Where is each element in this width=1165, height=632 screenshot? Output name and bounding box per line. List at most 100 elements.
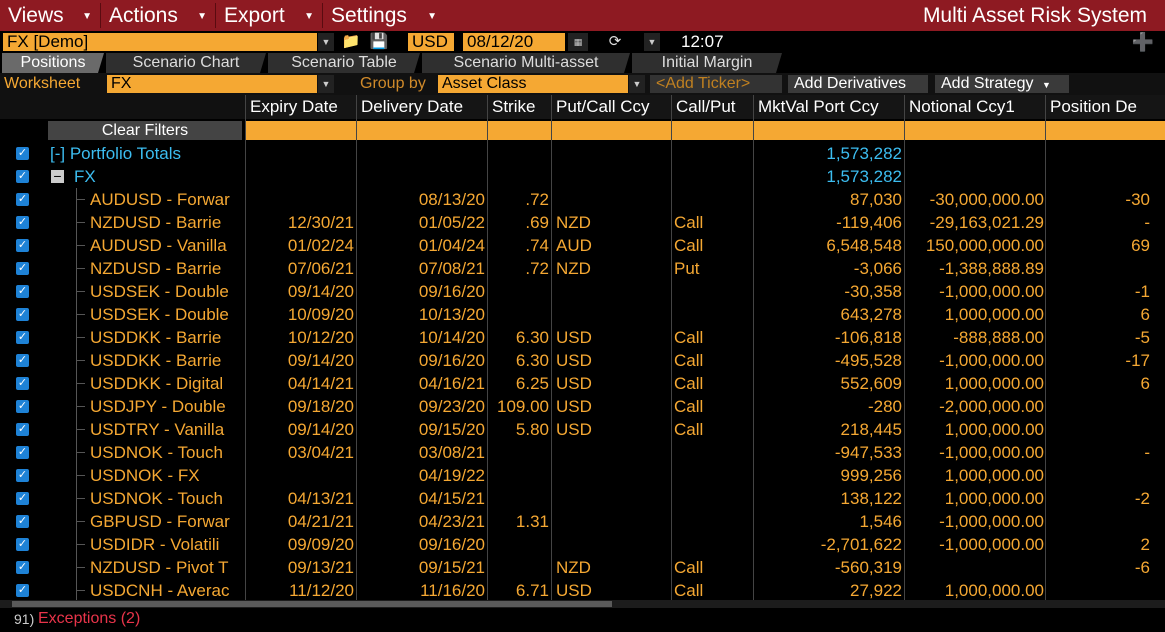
chevron-down-icon[interactable]: ▼ — [318, 33, 334, 51]
table-row[interactable]: ✓ USDDKK - Barrie 09/14/20 09/16/20 6.30 USD C… — [0, 349, 1165, 372]
tree-line — [76, 395, 87, 418]
strike-cell — [488, 556, 549, 579]
checkbox-icon[interactable]: ✓ — [16, 423, 29, 436]
checkbox-icon[interactable]: ✓ — [16, 515, 29, 528]
filter-put-call-ccy[interactable] — [552, 121, 671, 140]
checkbox-icon[interactable]: ✓ — [16, 216, 29, 229]
notional-cell — [905, 556, 1044, 579]
delivery-date-cell: 09/16/20 — [418, 282, 485, 301]
exceptions-link[interactable]: Exceptions (2) — [38, 610, 141, 627]
tab-initial-margin[interactable]: Initial Margin — [632, 53, 782, 73]
table-row[interactable]: ✓ USDNOK - Touch 04/13/21 04/15/21 138,122 1,… — [0, 487, 1165, 510]
checkbox-icon[interactable]: ✓ — [16, 446, 29, 459]
add-strategy-button[interactable]: Add Strategy ▼ — [935, 75, 1069, 93]
table-row[interactable]: ✓ USDNOK - Touch 03/04/21 03/08/21 -947,533 -… — [0, 441, 1165, 464]
group-row-fx[interactable]: ✓ − FX 1,573,282 — [0, 165, 1165, 188]
table-row[interactable]: ✓ NZDUSD - Barrie 07/06/21 07/08/21 .72 NZD Pu… — [0, 257, 1165, 280]
table-row[interactable]: ✓ USDSEK - Double 09/14/20 09/16/20 -30,358 -… — [0, 280, 1165, 303]
filter-position-delta[interactable] — [1046, 121, 1165, 140]
col-call-put[interactable]: Call/Put — [672, 95, 753, 119]
table-row[interactable]: ✓ USDDKK - Barrie 10/12/20 10/14/20 6.30 USD C… — [0, 326, 1165, 349]
strike-cell — [488, 487, 549, 510]
currency-select[interactable]: USD — [408, 33, 454, 51]
col-delivery-date[interactable]: Delivery Date — [357, 95, 487, 119]
table-row[interactable]: ✓ USDCNH - Averac 11/12/20 11/16/20 6.71 USD C… — [0, 579, 1165, 600]
instrument-name-cell: USDSEK - Double — [90, 282, 229, 301]
table-row[interactable]: ✓ AUDUSD - Vanilla 01/02/24 01/04/24 .74 AUD C… — [0, 234, 1165, 257]
export-menu[interactable]: Export ▼ — [216, 0, 322, 31]
col-strike[interactable]: Strike — [488, 95, 551, 119]
worksheet-select[interactable]: FX — [107, 75, 317, 93]
folder-icon[interactable]: 📁 — [341, 33, 361, 50]
table-row[interactable]: ✓ GBPUSD - Forwar 04/21/21 04/23/21 1.31 1,54… — [0, 510, 1165, 533]
table-row[interactable]: ✓ USDIDR - Volatili 09/09/20 09/16/20 -2,701… — [0, 533, 1165, 556]
scrollbar-thumb[interactable] — [12, 601, 612, 607]
tab-scenario-chart[interactable]: Scenario Chart — [106, 53, 266, 73]
filter-strike[interactable] — [488, 121, 551, 140]
filter-mktval[interactable] — [754, 121, 904, 140]
table-row[interactable]: ✓ USDJPY - Double 09/18/20 09/23/20 109.00 US… — [0, 395, 1165, 418]
filter-call-put[interactable] — [672, 121, 753, 140]
checkbox-icon[interactable]: ✓ — [16, 400, 29, 413]
tab-positions[interactable]: Positions — [2, 53, 104, 73]
settings-menu[interactable]: Settings ▼ — [323, 0, 445, 31]
col-position-delta[interactable]: Position De — [1046, 95, 1165, 119]
position-delta-cell: -2 — [1134, 489, 1150, 508]
filter-expiry-date[interactable] — [246, 121, 356, 140]
actions-menu[interactable]: Actions ▼ — [101, 0, 215, 31]
call-put-cell — [674, 441, 753, 464]
portfolio-select[interactable]: FX [Demo] — [3, 33, 317, 51]
checkbox-icon[interactable]: ✓ — [16, 354, 29, 367]
tree-branch — [77, 429, 85, 430]
col-put-call-ccy[interactable]: Put/Call Ccy — [552, 95, 671, 119]
horizontal-scrollbar[interactable] — [0, 600, 1165, 608]
table-row[interactable]: ✓ USDSEK - Double 10/09/20 10/13/20 643,278 1… — [0, 303, 1165, 326]
checkbox-icon[interactable]: ✓ — [16, 469, 29, 482]
checkbox-icon[interactable]: ✓ — [16, 285, 29, 298]
col-mktval-port-ccy[interactable]: MktVal Port Ccy — [754, 95, 904, 119]
checkbox-icon[interactable]: ✓ — [16, 561, 29, 574]
checkbox-icon[interactable]: ✓ — [16, 584, 29, 597]
table-row[interactable]: ✓ USDTRY - Vanilla 09/14/20 09/15/20 5.80 USD… — [0, 418, 1165, 441]
tab-scenario-multi-asset[interactable]: Scenario Multi-asset — [422, 53, 630, 73]
tab-scenario-table[interactable]: Scenario Table — [268, 53, 420, 73]
notional-cell: 1,000,000.00 — [944, 466, 1044, 485]
checkbox-icon[interactable]: ✓ — [16, 239, 29, 252]
checkbox-icon[interactable]: ✓ — [16, 193, 29, 206]
portfolio-totals-row[interactable]: ✓ [-] Portfolio Totals 1,573,282 — [0, 142, 1165, 165]
call-put-cell — [674, 510, 753, 533]
save-icon[interactable]: 💾 — [369, 33, 389, 50]
table-row[interactable]: ✓ NZDUSD - Pivot T 09/13/21 09/15/21 NZD Call… — [0, 556, 1165, 579]
add-ticker-input[interactable]: <Add Ticker> — [650, 75, 782, 93]
table-row[interactable]: ✓ AUDUSD - Forwar 08/13/20 .72 87,030 -30,000… — [0, 188, 1165, 211]
checkbox-icon[interactable]: ✓ — [16, 538, 29, 551]
checkbox-icon[interactable]: ✓ — [16, 147, 29, 160]
checkbox-icon[interactable]: ✓ — [16, 377, 29, 390]
col-expiry-date[interactable]: Expiry Date — [246, 95, 356, 119]
chevron-down-icon[interactable]: ▼ — [629, 75, 645, 93]
filter-notional[interactable] — [905, 121, 1045, 140]
clear-filters-button[interactable]: Clear Filters — [48, 121, 242, 140]
positions-grid: Expiry Date Delivery Date Strike Put/Cal… — [0, 95, 1165, 600]
table-row[interactable]: ✓ USDNOK - FX 04/19/22 999,256 1,000,000.00 — [0, 464, 1165, 487]
calendar-icon[interactable]: ▦ — [568, 33, 588, 51]
col-notional-ccy1[interactable]: Notional Ccy1 — [905, 95, 1045, 119]
date-field[interactable]: 08/12/20 — [463, 33, 565, 51]
refresh-icon[interactable]: ⟳ — [608, 33, 622, 50]
collapse-icon[interactable]: − — [51, 169, 64, 183]
checkbox-icon[interactable]: ✓ — [16, 331, 29, 344]
filter-delivery-date[interactable] — [357, 121, 487, 140]
chevron-down-icon[interactable]: ▼ — [644, 33, 660, 51]
delivery-date-cell: 08/13/20 — [418, 190, 485, 209]
chevron-down-icon[interactable]: ▼ — [318, 75, 334, 93]
checkbox-icon[interactable]: ✓ — [16, 262, 29, 275]
checkbox-icon[interactable]: ✓ — [16, 170, 29, 183]
checkbox-icon[interactable]: ✓ — [16, 308, 29, 321]
table-row[interactable]: ✓ NZDUSD - Barrie 12/30/21 01/05/22 .69 NZD Ca… — [0, 211, 1165, 234]
checkbox-icon[interactable]: ✓ — [16, 492, 29, 505]
add-derivatives-button[interactable]: Add Derivatives — [788, 75, 928, 93]
zoom-icon[interactable]: ➕ — [1131, 32, 1155, 52]
groupby-select[interactable]: Asset Class — [438, 75, 628, 93]
views-menu[interactable]: Views ▼ — [0, 0, 100, 31]
table-row[interactable]: ✓ USDDKK - Digital 04/14/21 04/16/21 6.25 USD… — [0, 372, 1165, 395]
